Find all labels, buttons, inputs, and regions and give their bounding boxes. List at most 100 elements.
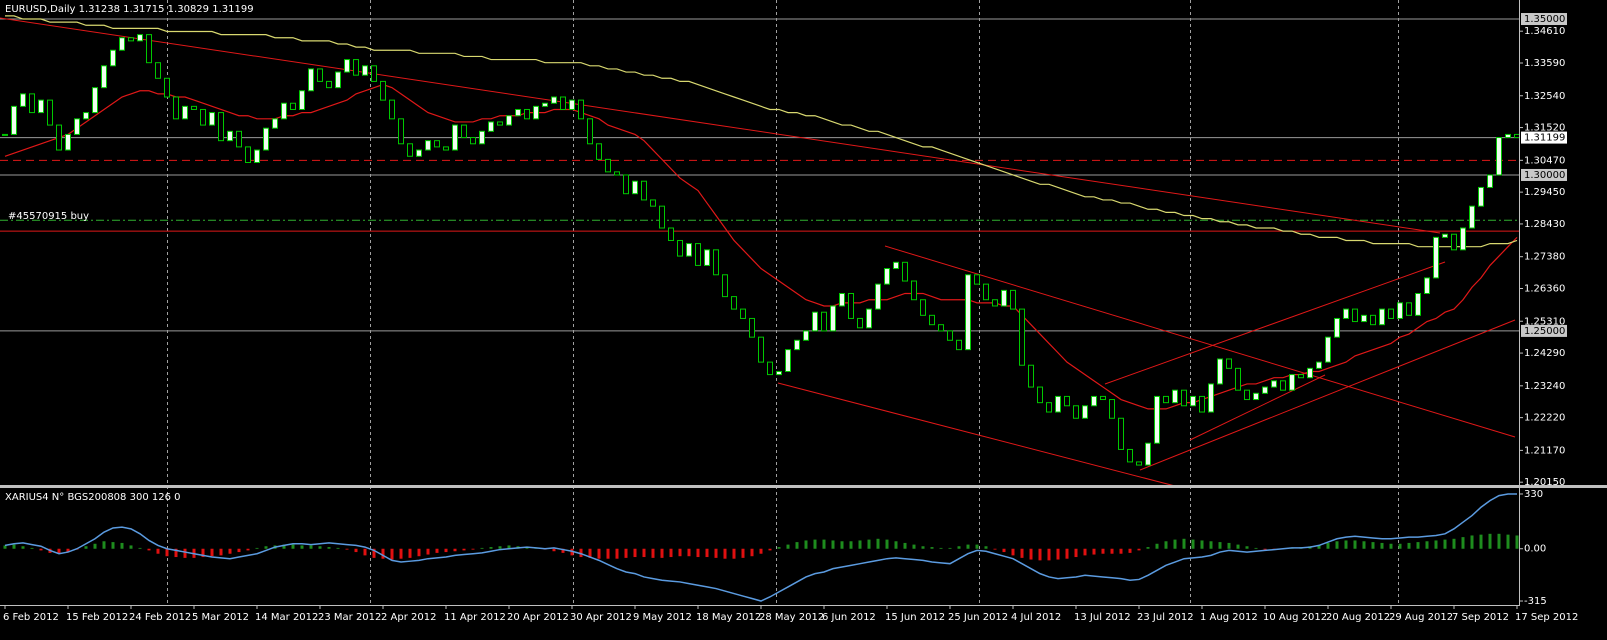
histogram-bar (444, 548, 448, 553)
candle (407, 143, 413, 157)
candle (821, 311, 827, 332)
candle (380, 80, 386, 101)
y-tick-label: 1.32540 (1524, 91, 1565, 102)
candle (1496, 137, 1502, 176)
level-label-box (1521, 13, 1567, 26)
histogram-bar (1173, 539, 1177, 549)
histogram-bar (1182, 538, 1186, 549)
candle (1442, 233, 1448, 238)
x-tick-label: 11 Apr 2012 (444, 612, 506, 623)
histogram-bar (930, 547, 934, 549)
histogram-bar (471, 548, 475, 550)
level-label-box (1521, 131, 1567, 144)
level-label: 1.30000 (1524, 170, 1565, 181)
histogram-bar (669, 548, 673, 558)
candle (173, 96, 179, 120)
candle (11, 105, 17, 135)
x-tick-label: 24 Feb 2012 (129, 612, 191, 623)
candle (830, 305, 836, 332)
candles (2, 34, 1520, 466)
candle (1208, 383, 1214, 413)
candle (191, 105, 197, 110)
y-tick-label: 1.25310 (1524, 316, 1565, 327)
candle (569, 99, 575, 110)
candle (353, 59, 359, 76)
candle (1145, 442, 1151, 466)
histogram-bar (1488, 533, 1492, 549)
candle (875, 283, 881, 310)
histogram-bar (849, 541, 853, 549)
candle (398, 118, 404, 145)
candle (812, 311, 818, 332)
candle (1406, 302, 1412, 316)
histogram-bar (1344, 540, 1348, 549)
candle (92, 87, 98, 114)
osc-tick-label: 330 (1524, 489, 1543, 500)
candle (1307, 367, 1313, 379)
histogram-bar (264, 546, 268, 549)
histogram-bar (1362, 541, 1366, 549)
candle (776, 370, 782, 376)
histogram-bar (147, 548, 151, 551)
histogram-bar (606, 548, 610, 559)
candle (209, 112, 215, 126)
histogram-bar (237, 548, 241, 553)
histogram-bar (570, 548, 574, 556)
level-label-box (1521, 324, 1567, 337)
histogram-bar (1389, 543, 1393, 549)
histogram-bar (1209, 541, 1213, 549)
candle (290, 102, 296, 110)
histogram-bar (381, 548, 385, 559)
candle (371, 65, 377, 82)
osc-tick-label: 0.00 (1524, 544, 1546, 555)
candle (551, 96, 557, 104)
histogram-bar (525, 547, 529, 549)
candle (578, 99, 584, 120)
candle (182, 105, 188, 120)
histogram-bar (1326, 542, 1330, 549)
histogram-bar (687, 548, 691, 557)
candle (434, 140, 440, 148)
candle (785, 349, 791, 372)
histogram-bar (318, 546, 322, 549)
candle (1235, 367, 1241, 391)
candle (29, 93, 35, 114)
candle (101, 65, 107, 89)
candle (1271, 380, 1277, 388)
candle (299, 90, 305, 110)
y-tick-label: 1.28430 (1524, 219, 1565, 230)
candle (1136, 461, 1142, 466)
histogram-bar (1137, 548, 1141, 551)
candle (1028, 364, 1034, 388)
candle (1460, 227, 1466, 251)
histogram-bar (165, 548, 169, 557)
histogram-bar (1236, 544, 1240, 549)
x-tick-label: 25 Jun 2012 (948, 612, 1008, 623)
candle (155, 62, 161, 79)
candle (641, 180, 647, 201)
candle (506, 115, 512, 126)
candle (1226, 358, 1232, 369)
histogram-bar (1245, 546, 1249, 549)
candle (74, 118, 80, 135)
x-tick-label: 5 Mar 2012 (192, 612, 249, 623)
histogram-bar (507, 545, 511, 549)
candle (866, 308, 872, 329)
candle (596, 143, 602, 160)
histogram-bar (426, 548, 430, 555)
candle (1415, 292, 1421, 316)
candle (20, 93, 26, 107)
candle (281, 102, 287, 120)
candle (947, 330, 953, 341)
x-tick-label: 1 Aug 2012 (1200, 612, 1258, 623)
histogram-bar (399, 548, 403, 559)
candle (803, 330, 809, 341)
histogram-bar (1047, 548, 1051, 561)
histogram-bar (597, 548, 601, 559)
candle (884, 268, 890, 285)
x-tick-label: 9 May 2012 (633, 612, 692, 623)
histogram-bar (327, 547, 331, 549)
histogram-bar (1398, 543, 1402, 549)
histogram-bar (1191, 539, 1195, 549)
candle (1343, 308, 1349, 319)
